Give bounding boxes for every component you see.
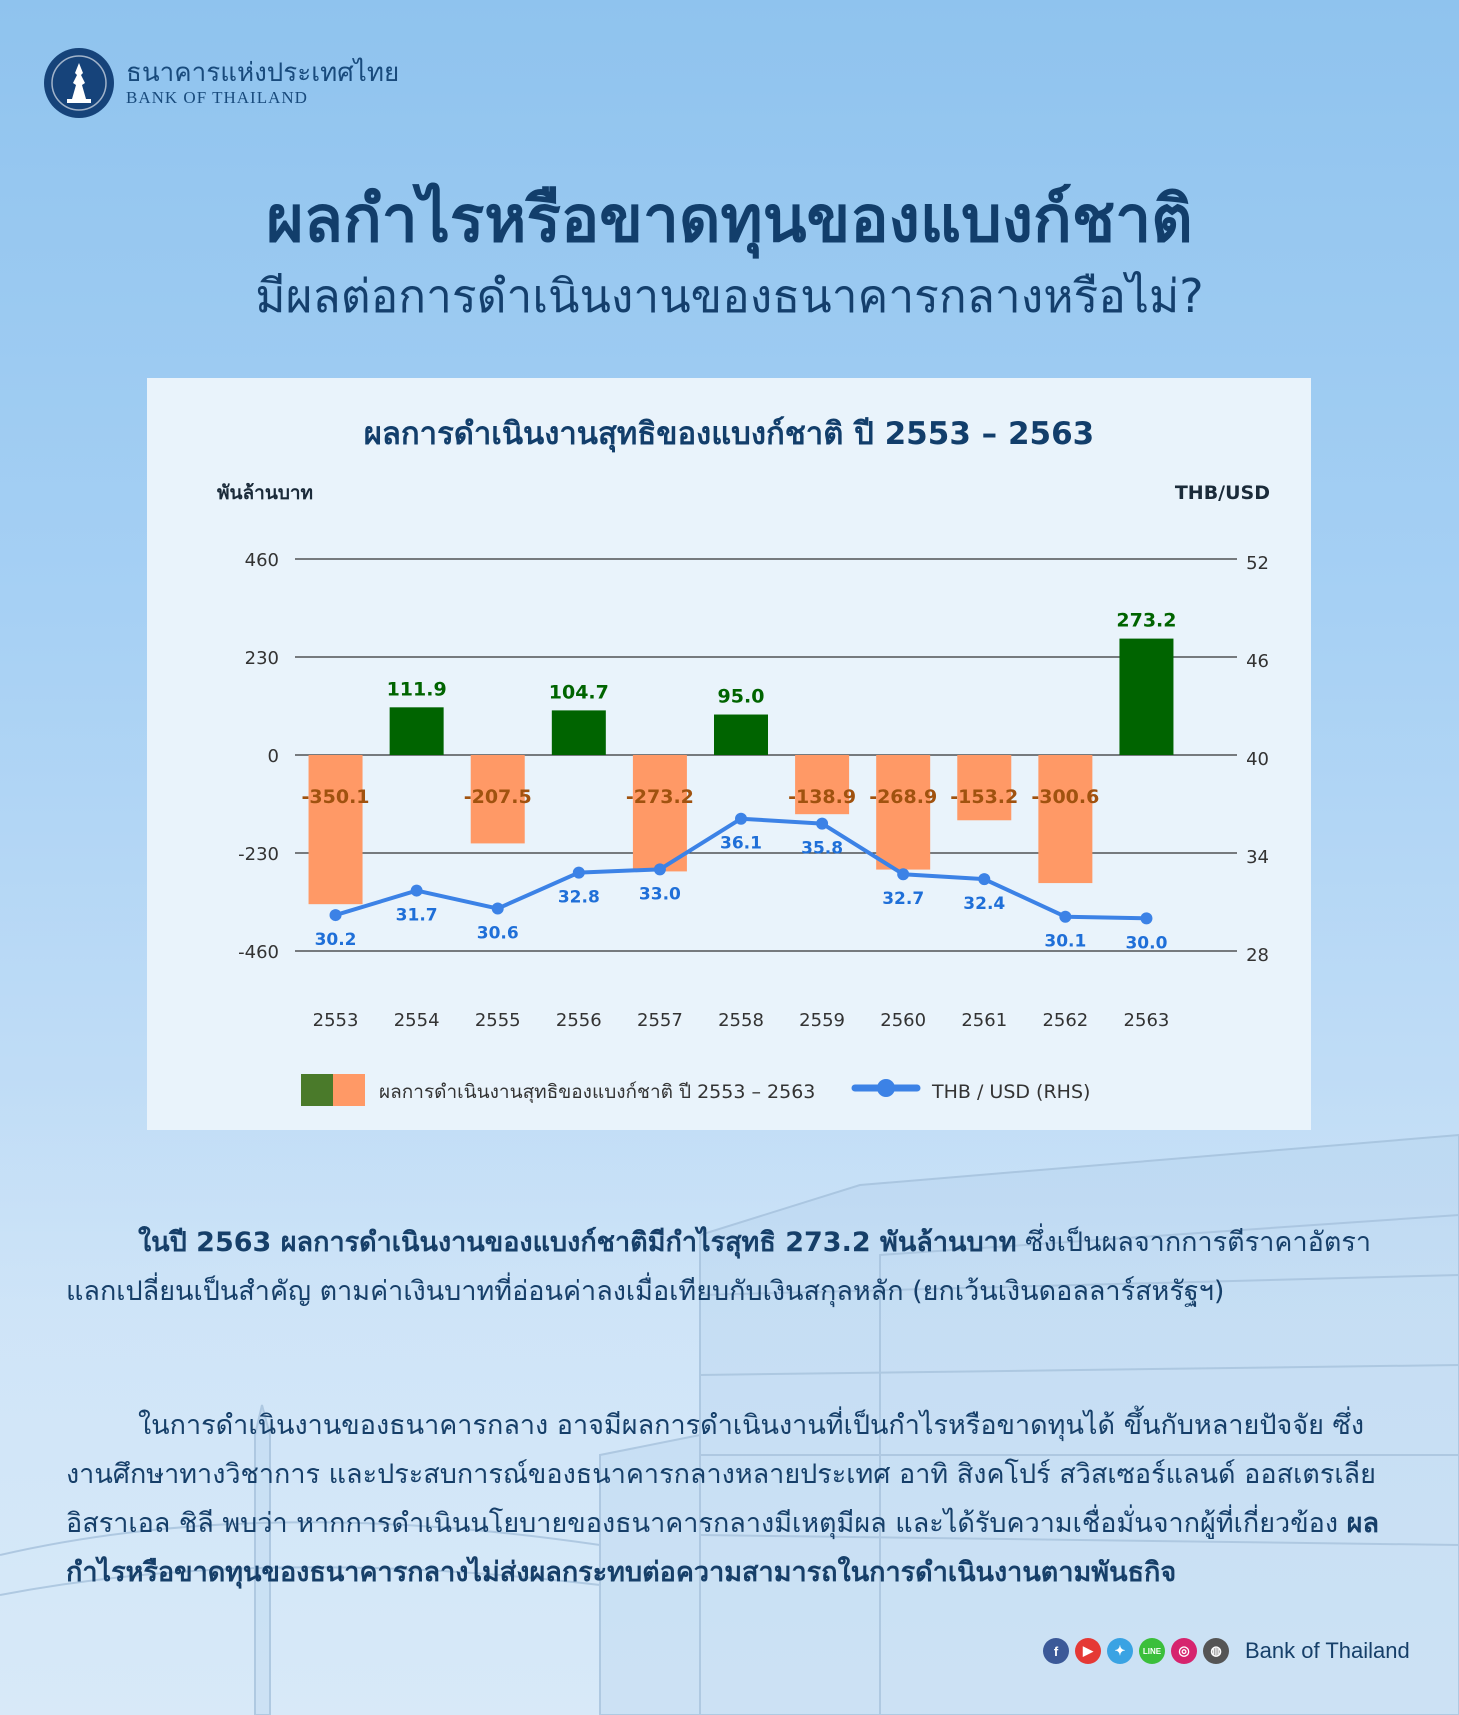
chart-svg: ผลการดำเนินงานสุทธิของแบงก์ชาติ ปี 2553 … bbox=[217, 416, 1270, 1106]
line-point bbox=[491, 902, 504, 915]
x-tick-label: 2557 bbox=[637, 1010, 683, 1031]
bar-value-label: -300.6 bbox=[1031, 786, 1099, 808]
facebook-icon[interactable]: f bbox=[1043, 1638, 1069, 1664]
x-tick-label: 2553 bbox=[313, 1010, 359, 1031]
line-value-label: 30.6 bbox=[477, 924, 519, 944]
line-point bbox=[653, 863, 666, 876]
line-value-label: 32.4 bbox=[963, 894, 1005, 914]
x-tick-label: 2555 bbox=[475, 1010, 521, 1031]
chart-legend: ผลการดำเนินงานสุทธิของแบงก์ชาติ ปี 2553 … bbox=[301, 1074, 1090, 1106]
bar-value-label: 273.2 bbox=[1116, 610, 1176, 632]
bar-value-label: -350.1 bbox=[302, 786, 370, 808]
line-value-label: 35.8 bbox=[801, 839, 843, 859]
bar-value-label: -207.5 bbox=[464, 786, 532, 808]
x-tick-label: 2560 bbox=[880, 1010, 926, 1031]
y2-tick-label: 46 bbox=[1246, 651, 1269, 672]
paragraph-1-text: ซึ่งเป็นผลจากการตีราคาอัตราแลกเปลี่ยนเป็… bbox=[66, 1227, 1372, 1307]
bank-logo: ธนาคารแห่งประเทศไทย BANK OF THAILAND bbox=[44, 48, 399, 118]
bar-value-label: 95.0 bbox=[718, 686, 765, 708]
chart-title: ผลการดำเนินงานสุทธิของแบงก์ชาติ ปี 2553 … bbox=[364, 416, 1095, 453]
bar-loss bbox=[632, 755, 687, 872]
legend-swatch-loss bbox=[333, 1074, 365, 1106]
line-point bbox=[897, 868, 910, 881]
y2-tick-label: 34 bbox=[1246, 847, 1269, 868]
paragraph-2-highlight: ผลกำไรหรือขาดทุนของธนาคารกลางไม่ส่งผลกระ… bbox=[66, 1508, 1380, 1588]
y-tick-label: 230 bbox=[245, 648, 279, 669]
x-tick-label: 2561 bbox=[961, 1010, 1007, 1031]
line-value-label: 30.2 bbox=[315, 930, 357, 950]
bar-profit bbox=[714, 714, 768, 755]
y2-tick-label: 40 bbox=[1246, 749, 1269, 770]
bar-value-label: 104.7 bbox=[549, 681, 609, 703]
line-point bbox=[816, 817, 829, 830]
y-tick-label: 0 bbox=[268, 746, 279, 767]
line-value-label: 30.1 bbox=[1044, 932, 1086, 952]
social-footer: f ▶ ✦ LINE ◎ ◍ Bank of Thailand bbox=[1043, 1638, 1410, 1664]
y-tick-label: 460 bbox=[245, 550, 279, 571]
line-point bbox=[329, 909, 342, 922]
bar-value-label: -138.9 bbox=[788, 786, 856, 808]
y2-tick-label: 52 bbox=[1246, 553, 1269, 574]
legend-bar-label: ผลการดำเนินงานสุทธิของแบงก์ชาติ ปี 2553 … bbox=[379, 1081, 815, 1104]
line-value-label: 32.7 bbox=[882, 889, 924, 909]
paragraph-2-text: ในการดำเนินงานของธนาคารกลาง อาจมีผลการดำ… bbox=[66, 1410, 1376, 1539]
bar-value-label: 111.9 bbox=[387, 678, 447, 700]
logo-thai-name: ธนาคารแห่งประเทศไทย bbox=[126, 58, 400, 88]
y-tick-label: -460 bbox=[238, 942, 279, 963]
bar-loss bbox=[308, 755, 363, 905]
bar-loss bbox=[957, 755, 1012, 821]
bar-loss bbox=[1038, 755, 1093, 884]
line-value-label: 33.0 bbox=[639, 884, 681, 904]
line-point bbox=[1140, 912, 1153, 925]
twitter-icon[interactable]: ✦ bbox=[1107, 1638, 1133, 1664]
paragraph-1-highlight: ในปี 2563 ผลการดำเนินงานของแบงก์ชาติมีกำ… bbox=[138, 1227, 1017, 1258]
logo-english-name: BANK OF THAILAND bbox=[126, 88, 308, 107]
bar-profit bbox=[1119, 638, 1174, 755]
bar-value-label: -273.2 bbox=[626, 786, 694, 808]
footer-label: Bank of Thailand bbox=[1245, 1638, 1410, 1663]
line-value-label: 31.7 bbox=[396, 906, 438, 926]
x-tick-label: 2556 bbox=[556, 1010, 602, 1031]
y2-axis-label: THB/USD bbox=[1175, 482, 1270, 504]
y-tick-label: -230 bbox=[238, 844, 279, 865]
bar-loss bbox=[876, 755, 931, 870]
line-value-label: 32.8 bbox=[558, 888, 600, 908]
chart-card: ผลการดำเนินงานสุทธิของแบงก์ชาติ ปี 2553 … bbox=[147, 378, 1311, 1130]
line-value-label: 30.0 bbox=[1125, 933, 1167, 953]
x-tick-label: 2558 bbox=[718, 1010, 764, 1031]
legend-line-marker bbox=[877, 1079, 895, 1097]
bar-profit bbox=[551, 710, 606, 755]
bank-seal-icon bbox=[44, 48, 114, 118]
line-value-label: 36.1 bbox=[720, 834, 762, 854]
x-tick-label: 2554 bbox=[394, 1010, 440, 1031]
bar-loss bbox=[470, 755, 525, 844]
paragraph-1: ในปี 2563 ผลการดำเนินงานของแบงก์ชาติมีกำ… bbox=[66, 1218, 1396, 1316]
bar-profit bbox=[389, 707, 444, 755]
bar-value-label: -153.2 bbox=[950, 786, 1018, 808]
youtube-icon[interactable]: ▶ bbox=[1075, 1638, 1101, 1664]
bar-value-label: -268.9 bbox=[869, 786, 937, 808]
headline-title: ผลกำไรหรือขาดทุนของแบงก์ชาติ bbox=[266, 183, 1193, 257]
web-icon[interactable]: ◍ bbox=[1203, 1638, 1229, 1664]
legend-swatch-profit bbox=[301, 1074, 333, 1106]
line-point bbox=[1059, 910, 1072, 923]
line-point bbox=[410, 884, 423, 897]
line-point bbox=[978, 873, 991, 886]
x-tick-label: 2562 bbox=[1042, 1010, 1088, 1031]
line-point bbox=[735, 812, 747, 825]
x-tick-label: 2559 bbox=[799, 1010, 845, 1031]
bar-loss bbox=[795, 755, 850, 815]
building-background bbox=[0, 1075, 1459, 1715]
y2-tick-label: 28 bbox=[1246, 945, 1269, 966]
legend-line-label: THB / USD (RHS) bbox=[931, 1081, 1090, 1103]
line-icon[interactable]: LINE bbox=[1139, 1638, 1165, 1664]
line-point bbox=[572, 866, 585, 879]
y-axis-label: พันล้านบาท bbox=[217, 482, 313, 504]
headline-subtitle: มีผลต่อการดำเนินงานของธนาคารกลางหรือไม่? bbox=[255, 269, 1204, 323]
x-tick-label: 2563 bbox=[1124, 1010, 1170, 1031]
paragraph-2: ในการดำเนินงานของธนาคารกลาง อาจมีผลการดำ… bbox=[66, 1401, 1396, 1597]
instagram-icon[interactable]: ◎ bbox=[1171, 1638, 1197, 1664]
